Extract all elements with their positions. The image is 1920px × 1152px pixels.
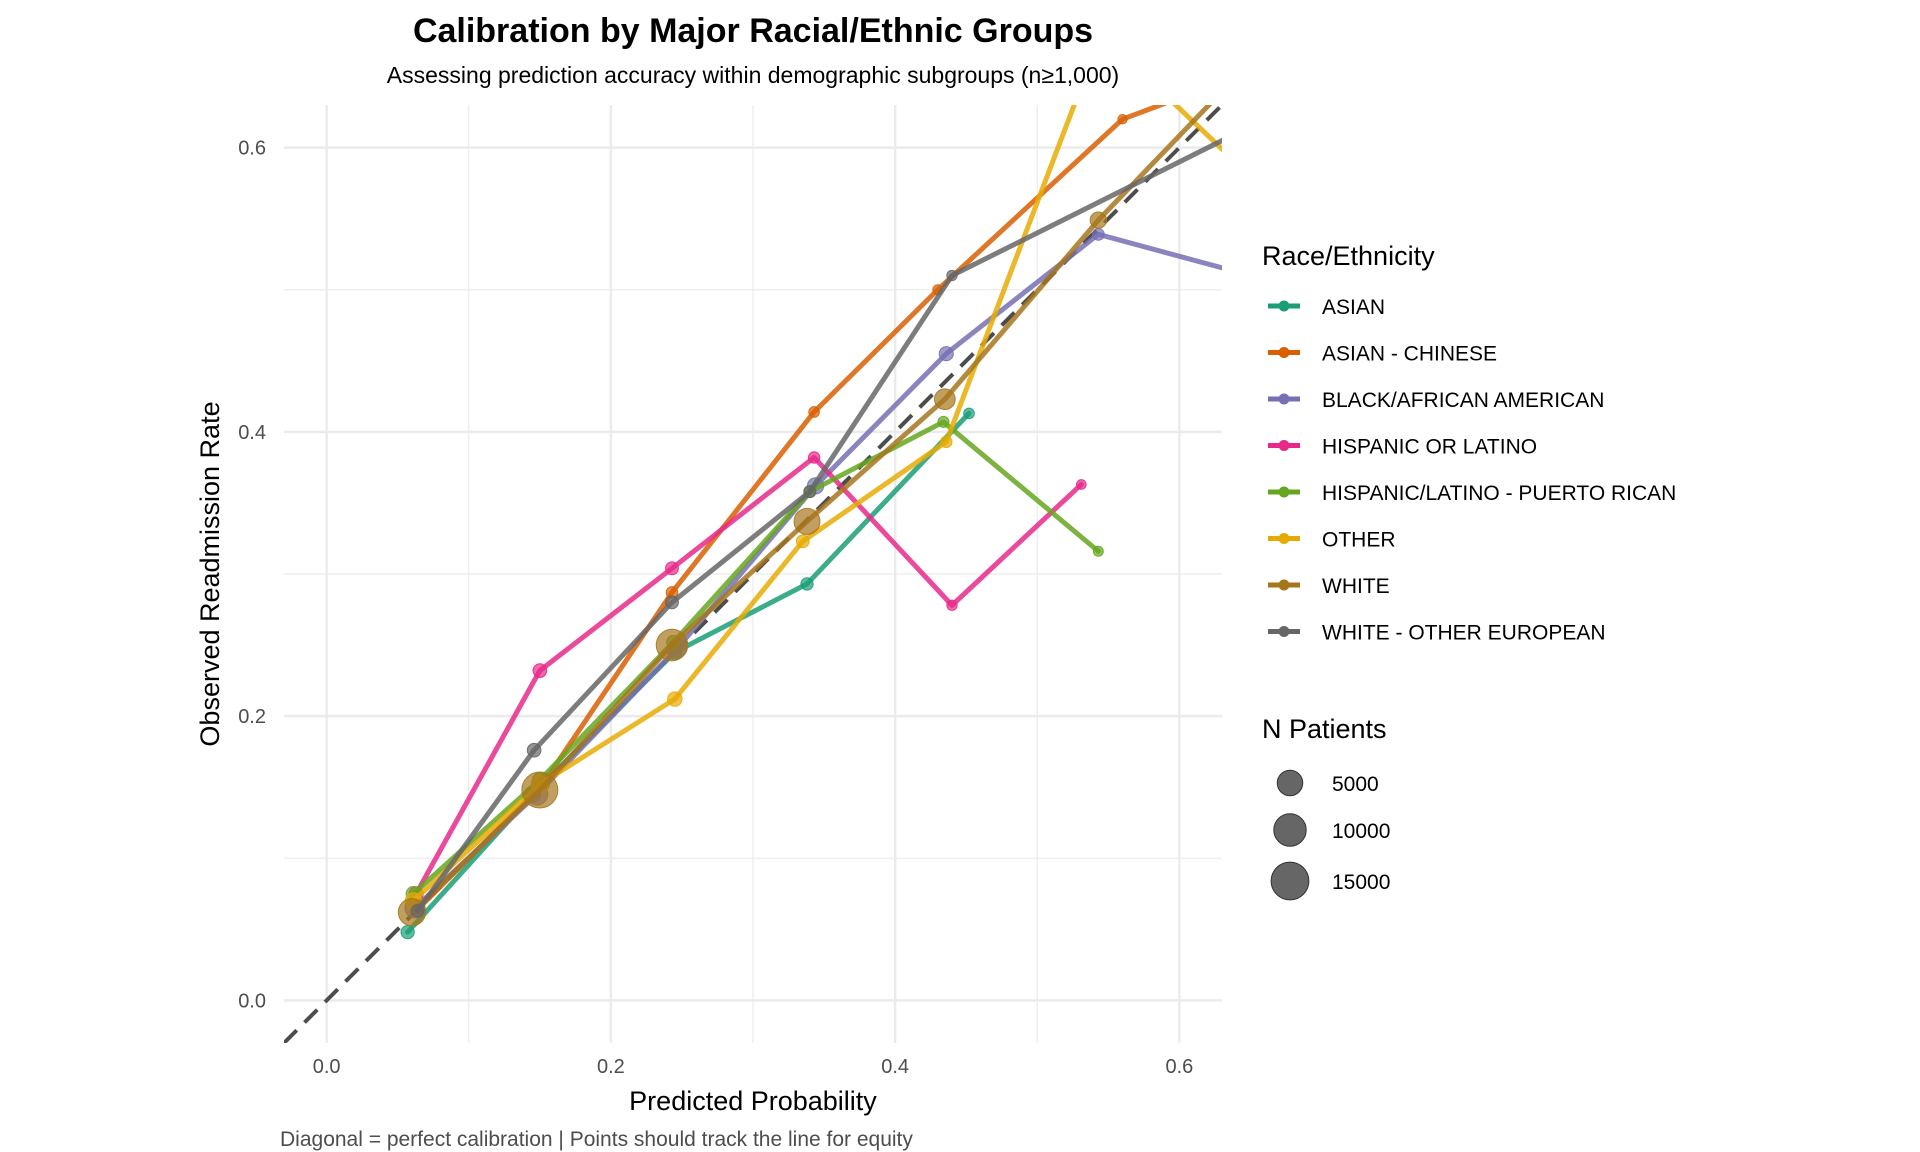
data-point-white: [655, 628, 689, 662]
data-point-asian: [963, 407, 975, 420]
data-point-white-other-european: [410, 903, 425, 918]
chart-subtitle: Assessing prediction accuracy within dem…: [387, 62, 1119, 88]
series-asian: [400, 407, 975, 940]
legend-item-other: OTHER: [1268, 529, 1396, 552]
size-legend-label: 5000: [1332, 773, 1379, 796]
legend-item-hispanic-latino-puerto-rican: HISPANIC/LATINO - PUERTO RICAN: [1268, 482, 1676, 505]
x-tick-label: 0.6: [1165, 1056, 1193, 1078]
series-line-hispanic-or-latino: [413, 454, 1084, 897]
data-point-asian: [800, 577, 814, 591]
series-line-hispanic-latino-puerto-rican: [410, 419, 1101, 897]
series-black-african-american: [404, 227, 1255, 919]
data-point-hispanic-or-latino: [946, 599, 958, 611]
size-legend-circle: [1276, 769, 1304, 797]
plot-grid: [284, 105, 1222, 1043]
y-tick-label: 0.4: [238, 422, 266, 444]
size-legend-item: 5000: [1276, 769, 1379, 797]
legend-item-asian-chinese: ASIAN - CHINESE: [1268, 343, 1497, 366]
legend-item-asian: ASIAN: [1268, 296, 1385, 319]
x-axis-title: Predicted Probability: [629, 1086, 877, 1116]
data-point-hispanic-latino-puerto-rican: [1092, 545, 1104, 557]
legend-key-dot: [1278, 393, 1290, 405]
legend-label: ASIAN: [1322, 296, 1385, 319]
legend-label: HISPANIC/LATINO - PUERTO RICAN: [1322, 482, 1676, 505]
legend-size-title: N Patients: [1262, 714, 1387, 744]
series-white: [397, 70, 1243, 927]
data-point-white-other-european: [665, 595, 679, 610]
legend-label: OTHER: [1322, 529, 1396, 552]
data-point-white-other-european: [946, 269, 958, 282]
series-white-other-european: [410, 122, 1256, 918]
legend-label: BLACK/AFRICAN AMERICAN: [1322, 389, 1604, 412]
data-point-hispanic-or-latino: [532, 663, 548, 678]
data-point-other: [667, 691, 683, 707]
x-tick-label: 0.0: [313, 1056, 341, 1078]
legend-key-dot: [1278, 347, 1290, 358]
data-point-hispanic-or-latino: [665, 561, 679, 576]
legend-label: WHITE - OTHER EUROPEAN: [1322, 622, 1606, 645]
series-line-asian: [405, 410, 972, 935]
data-point-white: [934, 388, 956, 411]
legend-key-dot: [1278, 486, 1290, 498]
data-point-hispanic-latino-puerto-rican: [937, 415, 950, 428]
series-line-white-other-european: [415, 137, 1222, 914]
legend-item-white-other-european: WHITE - OTHER EUROPEAN: [1268, 622, 1606, 645]
data-point-hispanic-or-latino: [807, 451, 821, 464]
legend-key-dot: [1278, 300, 1290, 312]
chart-caption: Diagonal = perfect calibration | Points …: [280, 1128, 913, 1151]
data-point-other: [1096, 29, 1106, 39]
data-point-white: [1230, 70, 1243, 83]
y-tick-label: 0.2: [238, 706, 266, 728]
x-tick-label: 0.2: [597, 1056, 625, 1078]
data-point-black-african-american: [1091, 227, 1105, 241]
data-point-white-other-european: [526, 742, 542, 758]
data-point-other: [1246, 171, 1256, 181]
y-tick-label: 0.6: [238, 138, 266, 160]
x-tick-label: 0.4: [881, 1056, 909, 1078]
data-point-white: [521, 771, 559, 809]
legend-key-dot: [1278, 579, 1290, 591]
size-legend-item: 10000: [1273, 813, 1390, 847]
data-point-asian-chinese: [808, 406, 820, 418]
data-point-black-african-american: [938, 346, 954, 362]
y-axis-title: Observed Readmission Rate: [195, 401, 225, 746]
data-point-white: [1089, 211, 1108, 229]
legend-key-dot: [1278, 626, 1290, 637]
size-legend-item: 15000: [1270, 861, 1390, 901]
data-point-white-other-european: [803, 485, 817, 498]
size-legend-label: 15000: [1332, 871, 1390, 894]
legend-color-title: Race/Ethnicity: [1262, 241, 1435, 271]
legend-item-hispanic-or-latino: HISPANIC OR LATINO: [1268, 436, 1537, 459]
axis-ticks: 0.0 0.2 0.4 0.6 0.0 0.2 0.4 0.6: [238, 138, 1193, 1078]
series-hispanic-or-latino: [408, 451, 1087, 902]
legend: Race/Ethnicity ASIAN ASIAN - CHINESE BLACK…: [1262, 241, 1676, 901]
legend-item-white: WHITE: [1268, 575, 1390, 598]
legend-label: HISPANIC OR LATINO: [1322, 436, 1537, 459]
size-legend-label: 10000: [1332, 820, 1390, 843]
chart-title: Calibration by Major Racial/Ethnic Group…: [413, 12, 1093, 50]
size-legend-circle: [1270, 861, 1310, 901]
size-legend-circle: [1273, 813, 1307, 847]
legend-label: ASIAN - CHINESE: [1322, 343, 1497, 366]
legend-key-dot: [1278, 440, 1290, 451]
data-point-asian: [400, 925, 415, 940]
legend-label: WHITE: [1322, 575, 1390, 598]
series-layer: [397, 29, 1256, 940]
data-point-white: [793, 507, 821, 535]
data-point-asian-chinese: [1117, 114, 1128, 125]
legend-key-dot: [1278, 533, 1290, 544]
data-point-hispanic-or-latino: [1075, 479, 1087, 490]
y-tick-label: 0.0: [238, 990, 266, 1012]
data-point-white-other-european: [1246, 122, 1256, 132]
legend-item-black-african-american: BLACK/AFRICAN AMERICAN: [1268, 389, 1604, 412]
data-point-asian-chinese: [1232, 72, 1241, 81]
data-point-black-african-american: [1245, 270, 1255, 280]
data-point-other: [795, 534, 810, 549]
data-point-other: [940, 435, 953, 449]
